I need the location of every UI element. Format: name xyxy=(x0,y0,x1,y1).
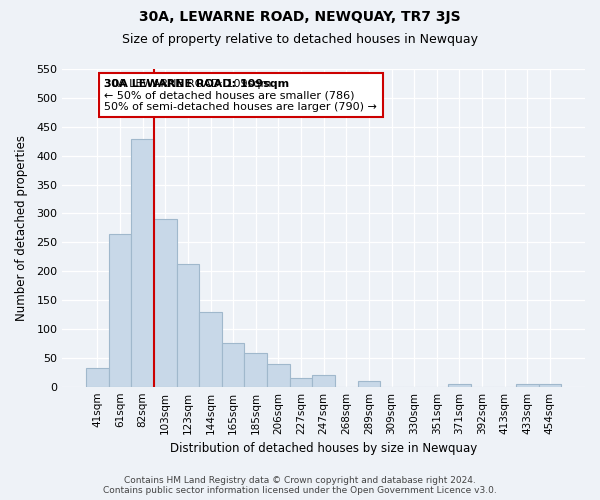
Bar xyxy=(199,312,222,386)
Bar xyxy=(448,384,471,386)
Bar xyxy=(313,375,335,386)
Bar xyxy=(539,384,561,386)
Text: 30A LEWARNE ROAD: 109sqm
← 50% of detached houses are smaller (786)
50% of semi-: 30A LEWARNE ROAD: 109sqm ← 50% of detach… xyxy=(104,78,377,112)
Bar xyxy=(131,140,154,386)
Bar xyxy=(358,381,380,386)
Text: 30A, LEWARNE ROAD, NEWQUAY, TR7 3JS: 30A, LEWARNE ROAD, NEWQUAY, TR7 3JS xyxy=(139,10,461,24)
Bar xyxy=(516,384,539,386)
Text: Size of property relative to detached houses in Newquay: Size of property relative to detached ho… xyxy=(122,32,478,46)
Bar xyxy=(86,368,109,386)
Text: Contains HM Land Registry data © Crown copyright and database right 2024.
Contai: Contains HM Land Registry data © Crown c… xyxy=(103,476,497,495)
Bar xyxy=(290,378,313,386)
Bar xyxy=(222,343,244,386)
Bar xyxy=(267,364,290,386)
X-axis label: Distribution of detached houses by size in Newquay: Distribution of detached houses by size … xyxy=(170,442,477,455)
Bar xyxy=(244,352,267,386)
Text: 30A LEWARNE ROAD: 109sqm: 30A LEWARNE ROAD: 109sqm xyxy=(104,78,289,88)
Bar xyxy=(109,234,131,386)
Y-axis label: Number of detached properties: Number of detached properties xyxy=(15,135,28,321)
Bar xyxy=(176,264,199,386)
Bar xyxy=(154,219,176,386)
